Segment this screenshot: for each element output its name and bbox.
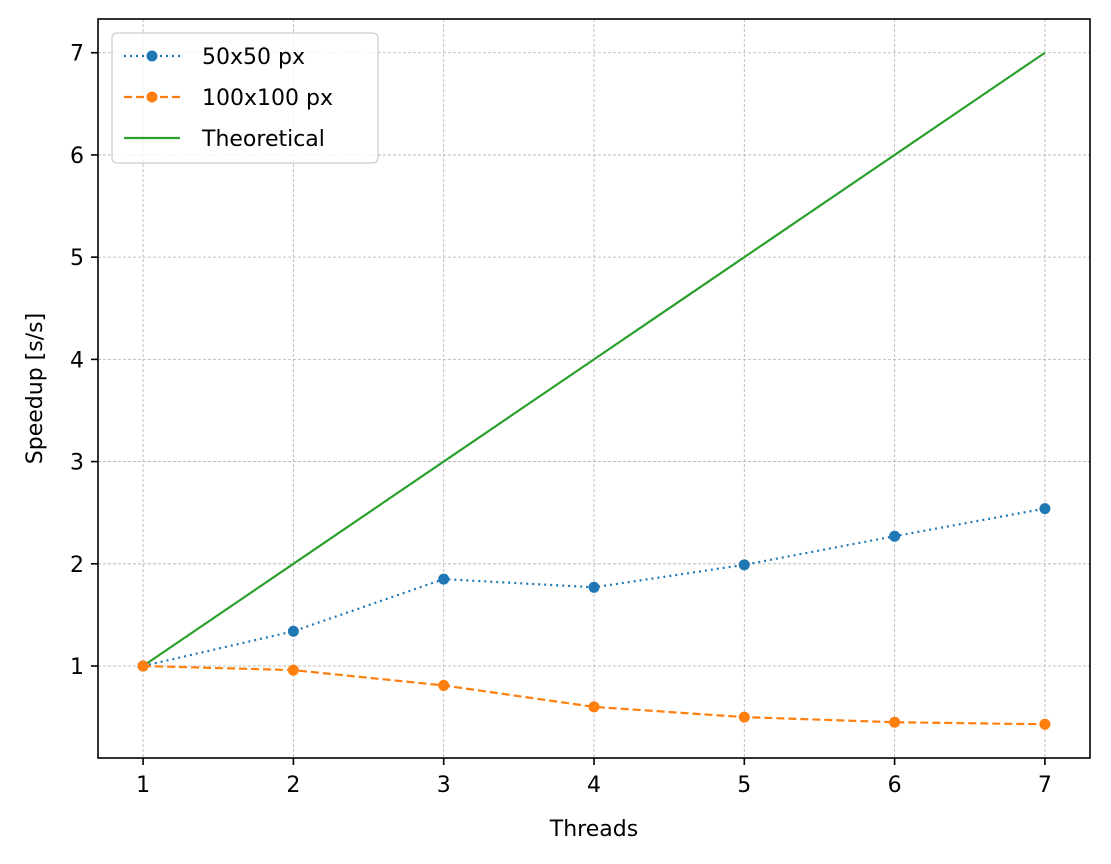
y-tick-label: 1 [70,655,84,680]
x-tick-label: 7 [1038,773,1052,798]
y-tick-label: 3 [70,451,84,476]
grid-lines [98,19,1090,758]
y-axis-ticks: 1 2 3 4 5 6 7 [70,42,98,680]
series-layer [137,51,1051,730]
y-tick-label: 4 [70,348,84,373]
data-point [438,573,450,585]
legend-marker [146,50,158,62]
data-point [1039,718,1051,730]
x-tick-label: 3 [437,773,451,798]
series-50x50-px [137,503,1051,672]
x-axis-ticks: 1 2 3 4 5 6 7 [136,758,1052,798]
legend-box [111,32,379,164]
legend-item: Theoretical [124,127,325,152]
legend: 50x50 px 100x100 px Theoretical [111,32,379,164]
data-point [588,581,600,593]
data-point [137,660,149,672]
y-tick-label: 5 [70,246,84,271]
y-tick-label: 6 [70,144,84,169]
legend-label: 50x50 px [202,45,305,70]
x-tick-label: 5 [737,773,751,798]
data-point [438,679,450,691]
data-point [1039,503,1051,515]
data-point [889,716,901,728]
x-tick-label: 2 [286,773,300,798]
data-point [287,664,299,676]
x-axis-label: Threads [549,817,638,842]
data-point [738,559,750,571]
legend-item: 100x100 px [124,86,333,111]
legend-item: 50x50 px [124,45,305,70]
y-axis-label: Speedup [s/s] [23,313,48,464]
legend-label: Theoretical [201,127,325,152]
data-point [588,701,600,713]
y-tick-label: 7 [70,42,84,67]
y-tick-label: 2 [70,553,84,578]
series-theoretical [142,51,1046,667]
data-point [889,530,901,542]
x-tick-label: 1 [136,773,150,798]
series-line [142,51,1046,667]
legend-marker [146,91,158,103]
series-100x100-px [137,660,1051,730]
data-point [738,711,750,723]
x-tick-label: 4 [587,773,601,798]
legend-label: 100x100 px [202,86,333,111]
data-point [287,625,299,637]
x-tick-label: 6 [888,773,902,798]
